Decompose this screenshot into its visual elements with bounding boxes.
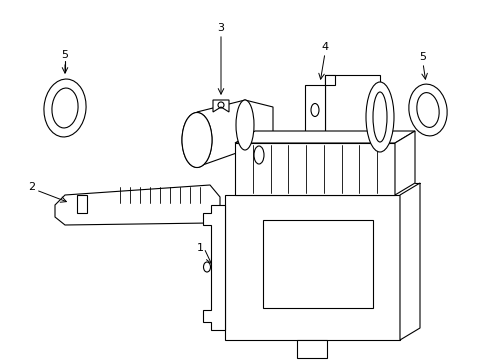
Ellipse shape xyxy=(236,100,253,150)
Polygon shape xyxy=(235,143,394,195)
Polygon shape xyxy=(77,195,87,213)
Polygon shape xyxy=(394,131,414,195)
Text: 5: 5 xyxy=(61,50,68,60)
Polygon shape xyxy=(197,100,244,167)
Polygon shape xyxy=(224,195,399,340)
Polygon shape xyxy=(263,220,372,308)
Text: 2: 2 xyxy=(28,182,36,192)
Ellipse shape xyxy=(182,112,212,167)
Polygon shape xyxy=(213,100,228,112)
Polygon shape xyxy=(244,100,272,180)
Text: 5: 5 xyxy=(419,52,426,62)
Polygon shape xyxy=(325,75,379,160)
Polygon shape xyxy=(55,185,220,225)
Polygon shape xyxy=(325,75,334,85)
Polygon shape xyxy=(296,340,326,358)
Polygon shape xyxy=(203,205,224,330)
Ellipse shape xyxy=(182,112,212,167)
Text: 1: 1 xyxy=(196,243,203,253)
Polygon shape xyxy=(399,183,419,340)
Ellipse shape xyxy=(365,82,393,152)
Polygon shape xyxy=(305,85,325,150)
Text: 4: 4 xyxy=(321,42,328,52)
Text: 3: 3 xyxy=(217,23,224,33)
Polygon shape xyxy=(235,131,414,143)
